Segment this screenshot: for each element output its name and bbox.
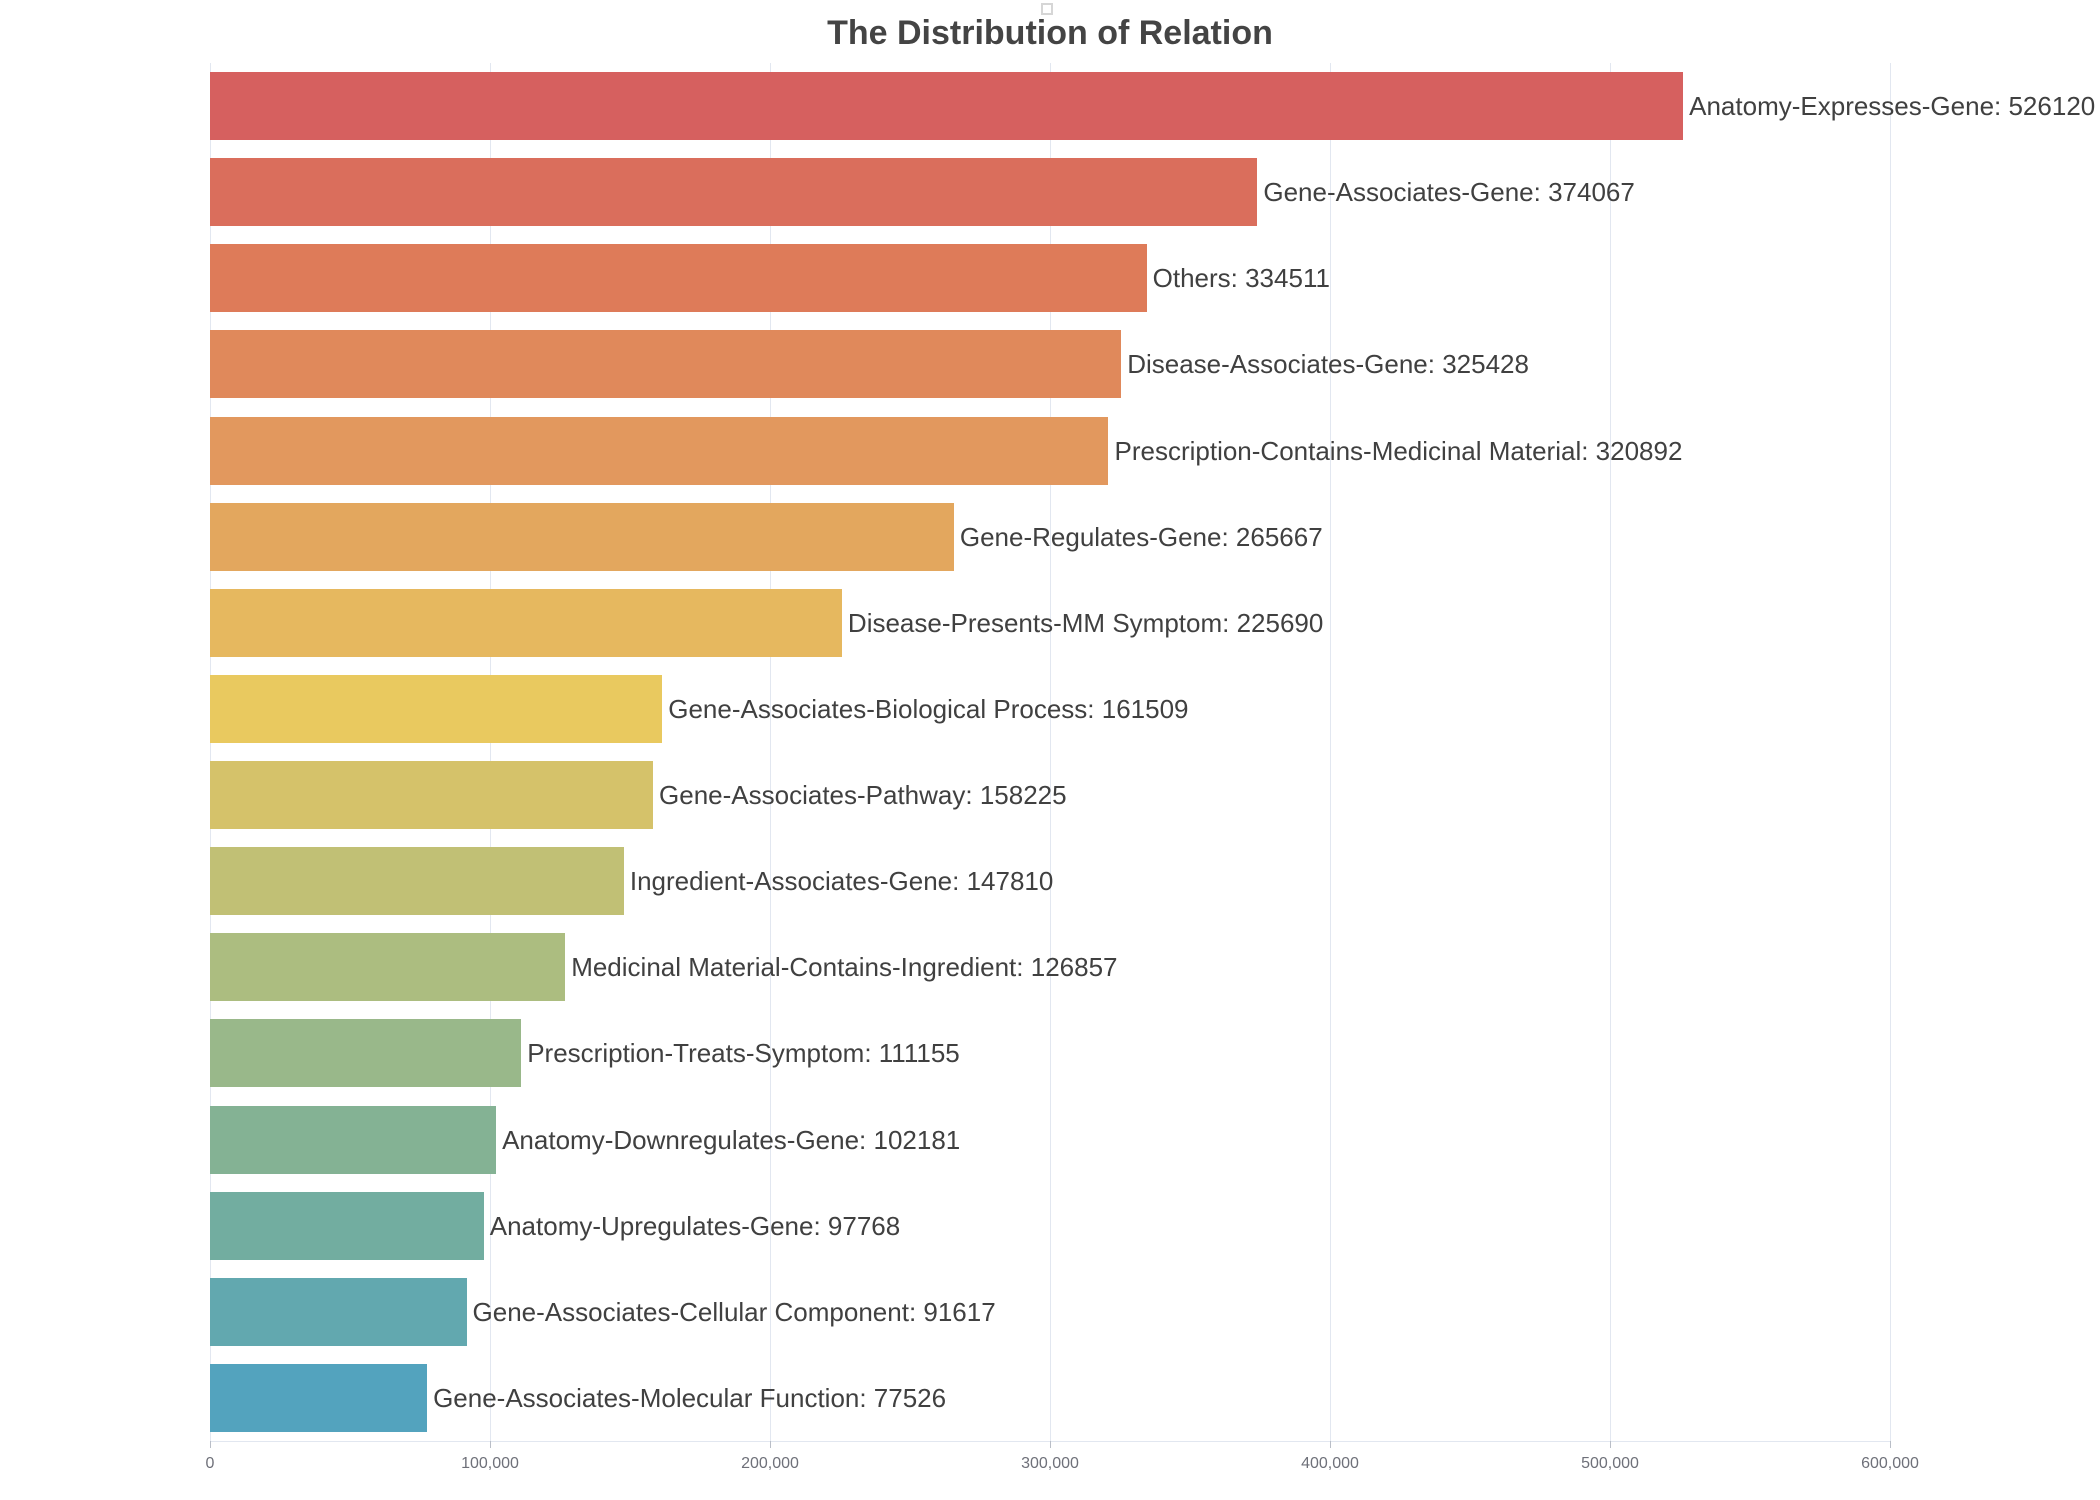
bar-label: Anatomy-Upregulates-Gene: 97768 — [489, 1210, 901, 1241]
bar-row: Anatomy-Downregulates-Gene: 102181 — [210, 1097, 1890, 1183]
bar[interactable] — [210, 933, 566, 1002]
bar[interactable] — [210, 674, 663, 743]
axis-tick — [1330, 1441, 1331, 1448]
bar-label: Anatomy-Expresses-Gene: 526120 — [1689, 91, 2096, 121]
legend-marker-icon[interactable] — [1041, 3, 1053, 15]
bar[interactable] — [210, 847, 624, 916]
chart-title: The Distribution of Relation — [827, 14, 1273, 52]
axis-tick-label: 500,000 — [1581, 1455, 1639, 1472]
bar-label: Disease-Associates-Gene: 325428 — [1127, 349, 1529, 380]
bar[interactable] — [210, 1363, 428, 1432]
bar-label: Anatomy-Downregulates-Gene: 102181 — [502, 1124, 961, 1155]
axis-tick-label: 0 — [205, 1455, 215, 1472]
bar-label: Ingredient-Associates-Gene: 147810 — [629, 866, 1054, 897]
axis-tick-label: 100,000 — [461, 1455, 519, 1472]
axis-tick-label: 400,000 — [1301, 1455, 1359, 1472]
bar-label: Prescription-Treats-Symptom: 111155 — [527, 1038, 960, 1069]
bar[interactable] — [210, 1019, 522, 1088]
bar[interactable] — [210, 588, 842, 657]
gridline — [490, 63, 491, 1441]
gridline — [210, 63, 211, 1441]
gridline — [1330, 63, 1331, 1441]
bar-row: Gene-Regulates-Gene: 265667 — [210, 494, 1890, 580]
bar-row: Medicinal Material-Contains-Ingredient: … — [210, 924, 1890, 1010]
gridline — [770, 63, 771, 1441]
axis-tick — [490, 1441, 491, 1448]
bar[interactable] — [210, 158, 1258, 227]
bar-row: Gene-Associates-Biological Process: 1615… — [210, 666, 1890, 752]
bar-label: Gene-Associates-Biological Process: 1615… — [668, 693, 1189, 724]
bar[interactable] — [210, 244, 1147, 313]
bar-row: Gene-Associates-Molecular Function: 7752… — [210, 1355, 1890, 1441]
bar[interactable] — [210, 502, 954, 571]
bar-row: Gene-Associates-Gene: 374067 — [210, 149, 1890, 235]
gridline — [1890, 63, 1891, 1441]
bar-row: Prescription-Contains-Medicinal Material… — [210, 408, 1890, 494]
gridline — [1610, 63, 1611, 1441]
bar-row: Disease-Associates-Gene: 325428 — [210, 321, 1890, 407]
axis-tick-label: 600,000 — [1861, 1455, 1919, 1472]
axis-tick — [210, 1441, 211, 1448]
axis-tick — [1890, 1441, 1891, 1448]
bar-row: Ingredient-Associates-Gene: 147810 — [210, 838, 1890, 924]
bar-label: Gene-Associates-Cellular Component: 9161… — [472, 1296, 996, 1327]
plot-area: Anatomy-Expresses-Gene: 526120 Gene-Assoc… — [210, 63, 2095, 1441]
bar-row: Gene-Associates-Cellular Component: 9161… — [210, 1269, 1890, 1355]
bar-label: Others: 334511 — [1152, 263, 1330, 294]
bar-label: Gene-Regulates-Gene: 265667 — [959, 521, 1323, 552]
axis-tick — [770, 1441, 771, 1448]
bar[interactable] — [210, 761, 654, 830]
bar[interactable] — [210, 72, 1684, 141]
bar-row: Gene-Associates-Pathway: 158225 — [210, 752, 1890, 838]
bar[interactable] — [210, 1277, 467, 1346]
axis-tick-label: 300,000 — [1021, 1455, 1079, 1472]
bar[interactable] — [210, 1191, 484, 1260]
bar-row: Disease-Presents-MM Symptom: 225690 — [210, 580, 1890, 666]
axis-tick — [1610, 1441, 1611, 1448]
bar-row: Others: 334511 — [210, 235, 1890, 321]
bar-label: Disease-Presents-MM Symptom: 225690 — [847, 607, 1324, 638]
bar-label: Gene-Associates-Gene: 374067 — [1263, 177, 1635, 208]
bar[interactable] — [210, 330, 1122, 399]
bar-row: Prescription-Treats-Symptom: 111155 — [210, 1010, 1890, 1096]
bar-row: Anatomy-Upregulates-Gene: 97768 — [210, 1183, 1890, 1269]
gridline — [1050, 63, 1051, 1441]
bar-label: Gene-Associates-Molecular Function: 7752… — [433, 1382, 947, 1413]
bar-label: Medicinal Material-Contains-Ingredient: … — [571, 952, 1118, 983]
bar-row: Anatomy-Expresses-Gene: 526120 — [210, 63, 2095, 149]
bar[interactable] — [210, 1105, 497, 1174]
axis-tick — [1050, 1441, 1051, 1448]
axis-tick-label: 200,000 — [741, 1455, 799, 1472]
bar[interactable] — [210, 416, 1109, 485]
bar-label: Prescription-Contains-Medicinal Material… — [1114, 435, 1683, 466]
bar-label: Gene-Associates-Pathway: 158225 — [659, 780, 1067, 810]
